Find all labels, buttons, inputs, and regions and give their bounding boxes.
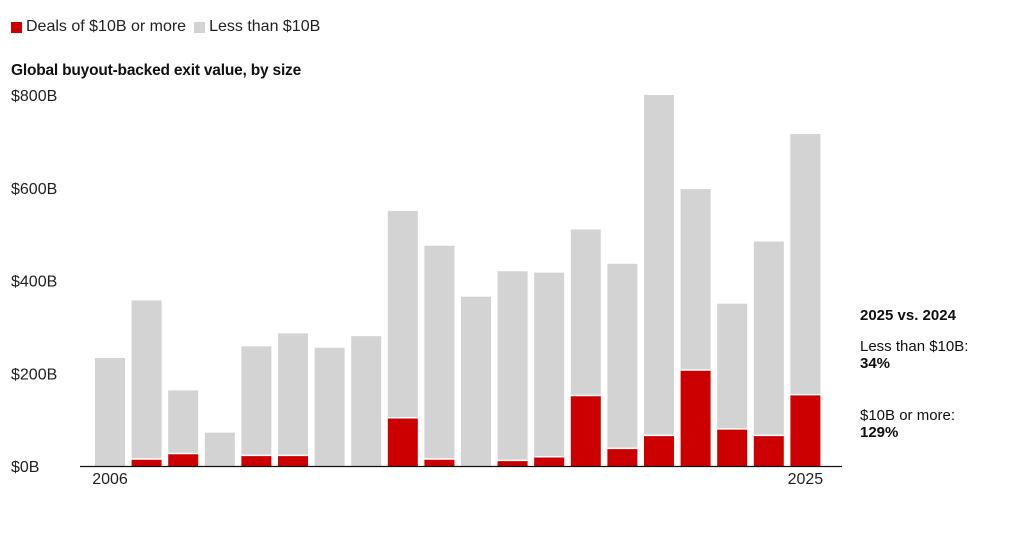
legend-label-large: Deals of $10B or more <box>26 18 187 35</box>
bar-large-2008 <box>168 453 199 466</box>
bar-large-2020 <box>607 448 638 466</box>
bar-small-2019 <box>570 229 601 396</box>
bar-small-2011 <box>278 333 308 456</box>
bar-large-2022 <box>680 370 711 466</box>
bar-small-2024 <box>753 241 784 436</box>
x-tick-label: 2006 <box>92 471 128 488</box>
legend-swatch-small <box>194 21 206 33</box>
bar-large-2023 <box>717 428 748 466</box>
bar-large-2014 <box>387 417 418 466</box>
bar-small-2015 <box>424 245 455 460</box>
bar-large-2018 <box>534 456 565 466</box>
annotation-small-label: Less than $10B: <box>860 338 969 355</box>
legend-item-small: Less than $10B <box>194 18 320 36</box>
bar-large-2021 <box>644 435 674 466</box>
bar-large-2011 <box>278 455 308 466</box>
y-tick-label: $200B <box>11 366 57 383</box>
legend-label-small: Less than $10B <box>209 18 321 35</box>
y-tick-label: $0B <box>11 459 39 476</box>
bar-small-2013 <box>351 336 382 466</box>
bar-large-2024 <box>753 435 784 466</box>
bar-small-2012 <box>314 347 345 466</box>
y-tick-label: $400B <box>11 274 57 291</box>
bar-small-2016 <box>461 296 491 466</box>
bar-small-2017 <box>497 271 528 461</box>
annotation-large-label: $10B or more: <box>860 407 956 424</box>
bar-large-2007 <box>131 459 162 466</box>
legend-item-large: Deals of $10B or more <box>11 18 186 36</box>
bar-large-2019 <box>570 395 601 466</box>
legend: Deals of $10B or more Less than $10B <box>11 18 328 36</box>
bar-small-2007 <box>131 300 162 460</box>
legend-swatch-large <box>11 21 22 33</box>
bar-large-2015 <box>424 459 455 466</box>
bar-small-2025 <box>790 133 821 395</box>
annotation-heading-text: 2025 vs. 2024 <box>860 307 956 324</box>
bar-small-2020 <box>607 263 638 449</box>
bar-small-2021 <box>644 95 674 436</box>
bar-small-2022 <box>680 189 711 371</box>
annotation-small: Less than $10B: 34% <box>860 338 968 372</box>
bar-small-2023 <box>717 303 748 429</box>
y-tick-label: $600B <box>11 181 57 198</box>
bar-small-2018 <box>534 272 565 457</box>
annotation-small-value: 34% <box>860 355 891 372</box>
bar-small-2010 <box>241 346 272 456</box>
bar-small-2014 <box>387 210 418 418</box>
bar-large-2025 <box>790 394 821 466</box>
chart-title: Global buyout-backed exit value, by size <box>11 62 302 79</box>
annotation-heading: 2025 vs. 2024 <box>860 307 956 324</box>
bar-small-2006 <box>95 357 125 466</box>
bar-large-2010 <box>241 455 272 466</box>
bar-small-2008 <box>168 390 199 454</box>
bar-small-2009 <box>204 432 235 466</box>
x-tick-label: 2025 <box>788 471 824 488</box>
bar-large-2017 <box>497 460 528 466</box>
y-tick-label: $800B <box>11 88 57 105</box>
annotation-large-value: 129% <box>860 424 899 441</box>
annotation-large: $10B or more: 129% <box>860 407 955 441</box>
